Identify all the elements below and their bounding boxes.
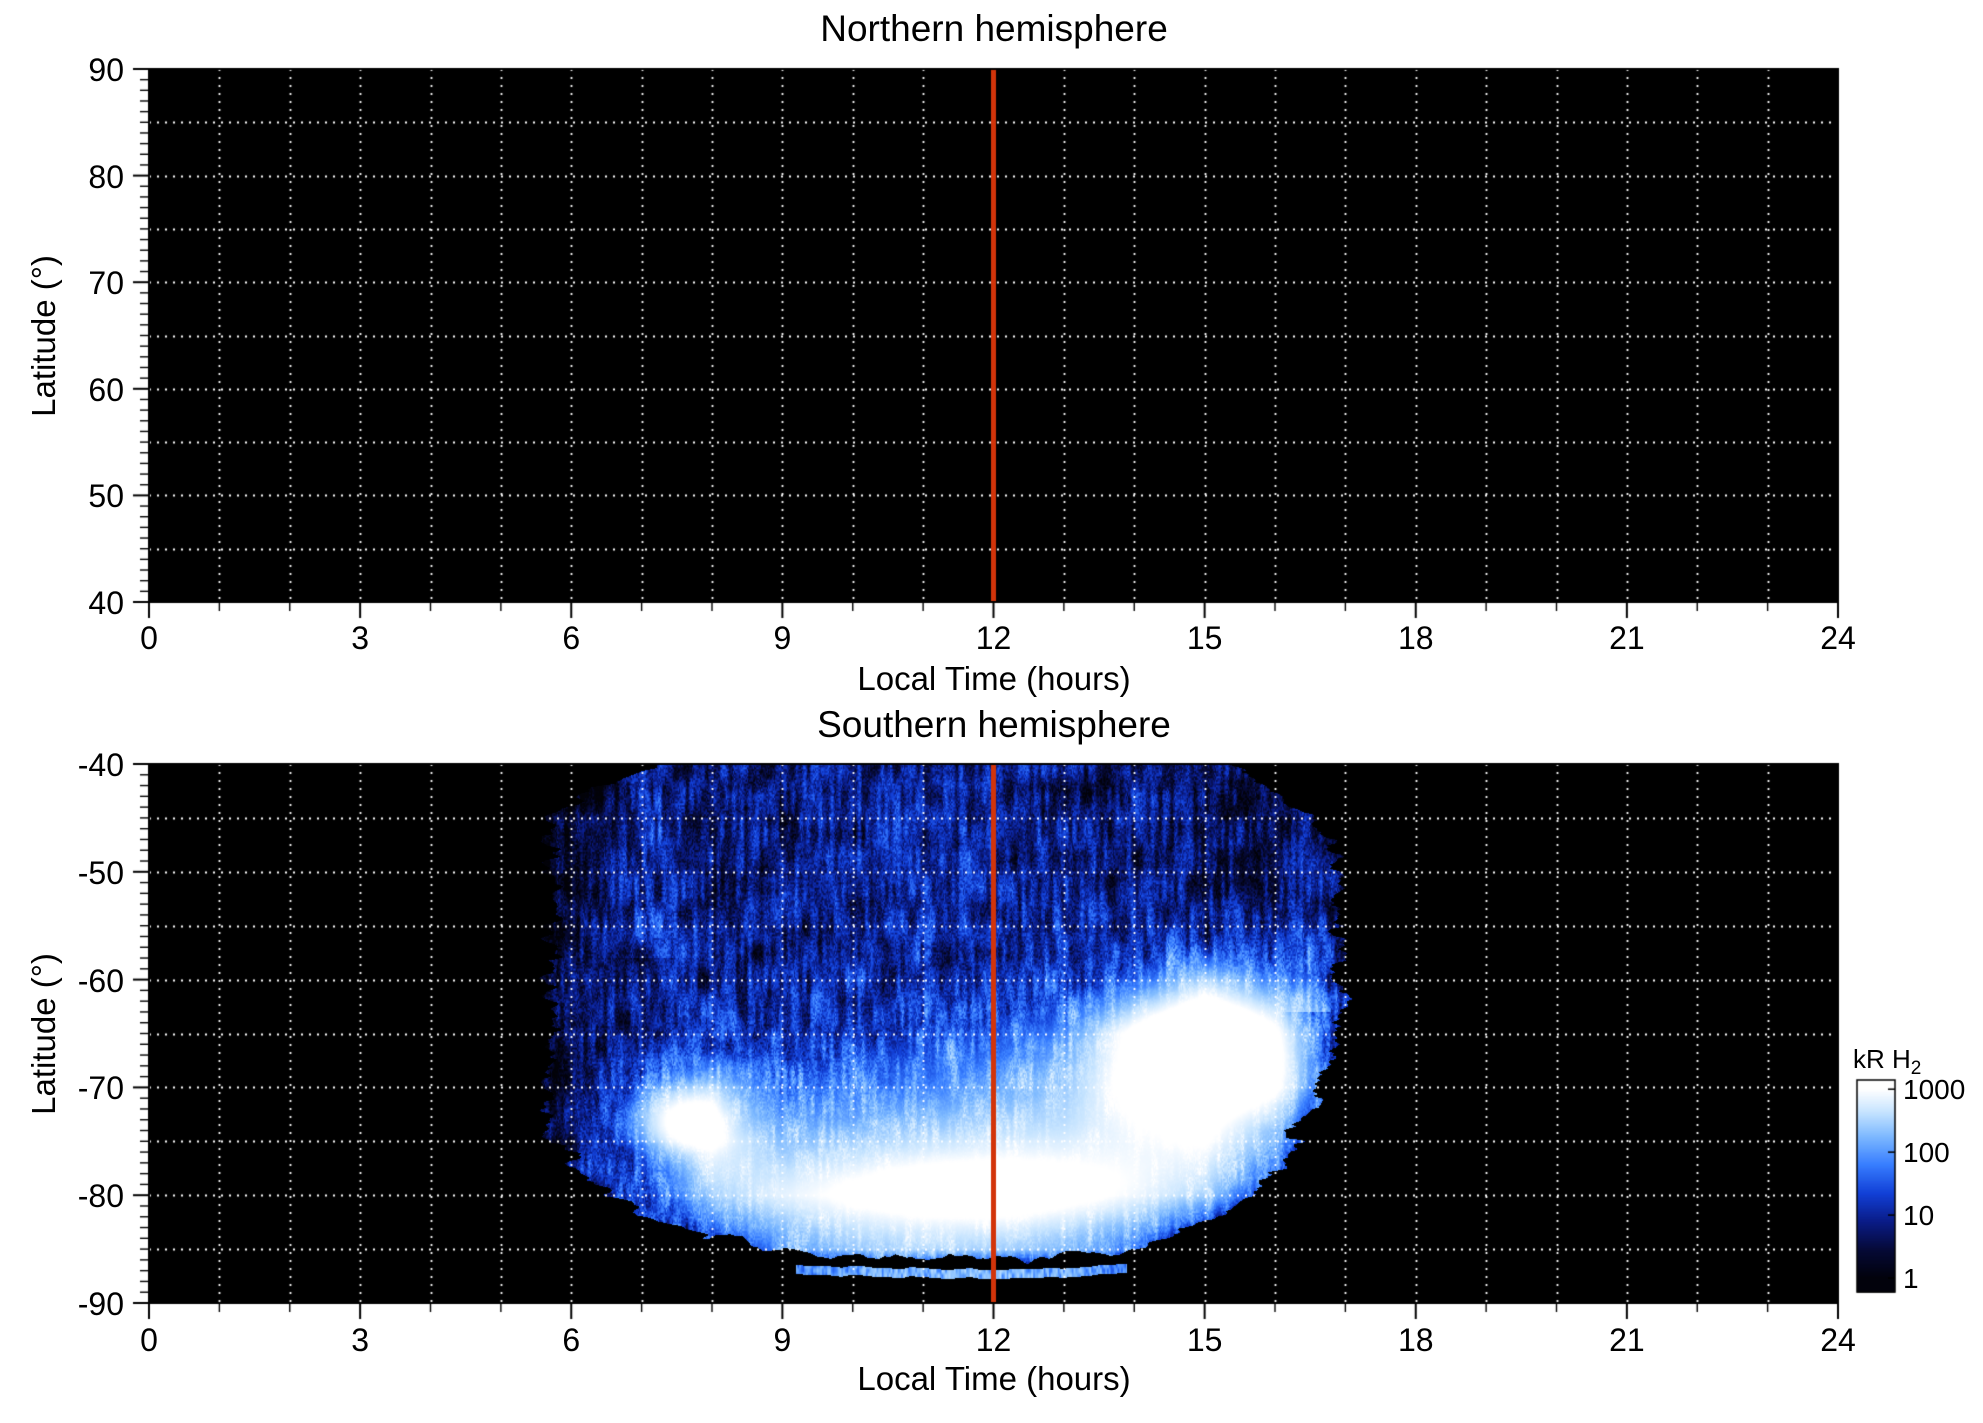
- south-x-tick-label: 12: [975, 1322, 1012, 1358]
- colorbar-tick-label: 1: [1903, 1263, 1919, 1295]
- north-y-tick-label: 40: [88, 585, 124, 621]
- north-x-axis-label: Local Time (hours): [857, 660, 1131, 697]
- north-x-tick-label: 21: [1609, 620, 1645, 656]
- south-x-tick-label: 24: [1820, 1322, 1856, 1358]
- south-y-tick-label: -80: [77, 1178, 124, 1215]
- north-x-tick-label: 0: [140, 620, 158, 656]
- colorbar-tick-label: 10: [1903, 1200, 1935, 1232]
- north-x-tick-label: 3: [351, 620, 370, 656]
- south-y-tick-label: -60: [77, 962, 124, 999]
- south-x-tick-label: 18: [1397, 1322, 1434, 1358]
- south-panel-title: Southern hemisphere: [817, 704, 1171, 745]
- south-x-tick-label: 21: [1609, 1322, 1645, 1358]
- north-x-tick-label: 15: [1186, 620, 1223, 656]
- north-x-tick-label: 18: [1397, 620, 1434, 656]
- colorbar-tick-label: 100: [1903, 1137, 1950, 1169]
- colorbar-label-subscript: 2: [1910, 1058, 1922, 1080]
- north-x-tick-label: 9: [773, 620, 792, 656]
- south-y-tick-label: -40: [77, 747, 124, 783]
- north-y-tick-label: 70: [88, 265, 124, 302]
- south-y-tick-label: -50: [77, 854, 124, 891]
- south-x-tick-label: 9: [773, 1322, 792, 1358]
- south-y-tick-label: -70: [77, 1070, 124, 1107]
- colorbar-label: kR H2: [1853, 1044, 1921, 1080]
- north-y-tick-label: 60: [88, 371, 124, 408]
- colorbar-tick-label: 1000: [1903, 1074, 1966, 1106]
- south-y-tick-label: -90: [77, 1286, 124, 1322]
- north-y-tick-label: 90: [88, 52, 124, 88]
- north-panel-title: Northern hemisphere: [820, 8, 1168, 49]
- north-x-tick-label: 6: [562, 620, 581, 656]
- south-x-tick-label: 6: [562, 1322, 581, 1358]
- south-x-tick-label: 15: [1186, 1322, 1223, 1358]
- south-x-tick-label: 0: [140, 1322, 158, 1358]
- south-x-axis-label: Local Time (hours): [857, 1360, 1131, 1397]
- north-y-tick-label: 50: [88, 478, 124, 515]
- north-y-tick-label: 80: [88, 158, 124, 195]
- north-x-tick-label: 24: [1820, 620, 1856, 656]
- south-x-tick-label: 3: [351, 1322, 370, 1358]
- north-x-tick-label: 12: [975, 620, 1012, 656]
- colorbar-label-text: kR H: [1853, 1044, 1911, 1074]
